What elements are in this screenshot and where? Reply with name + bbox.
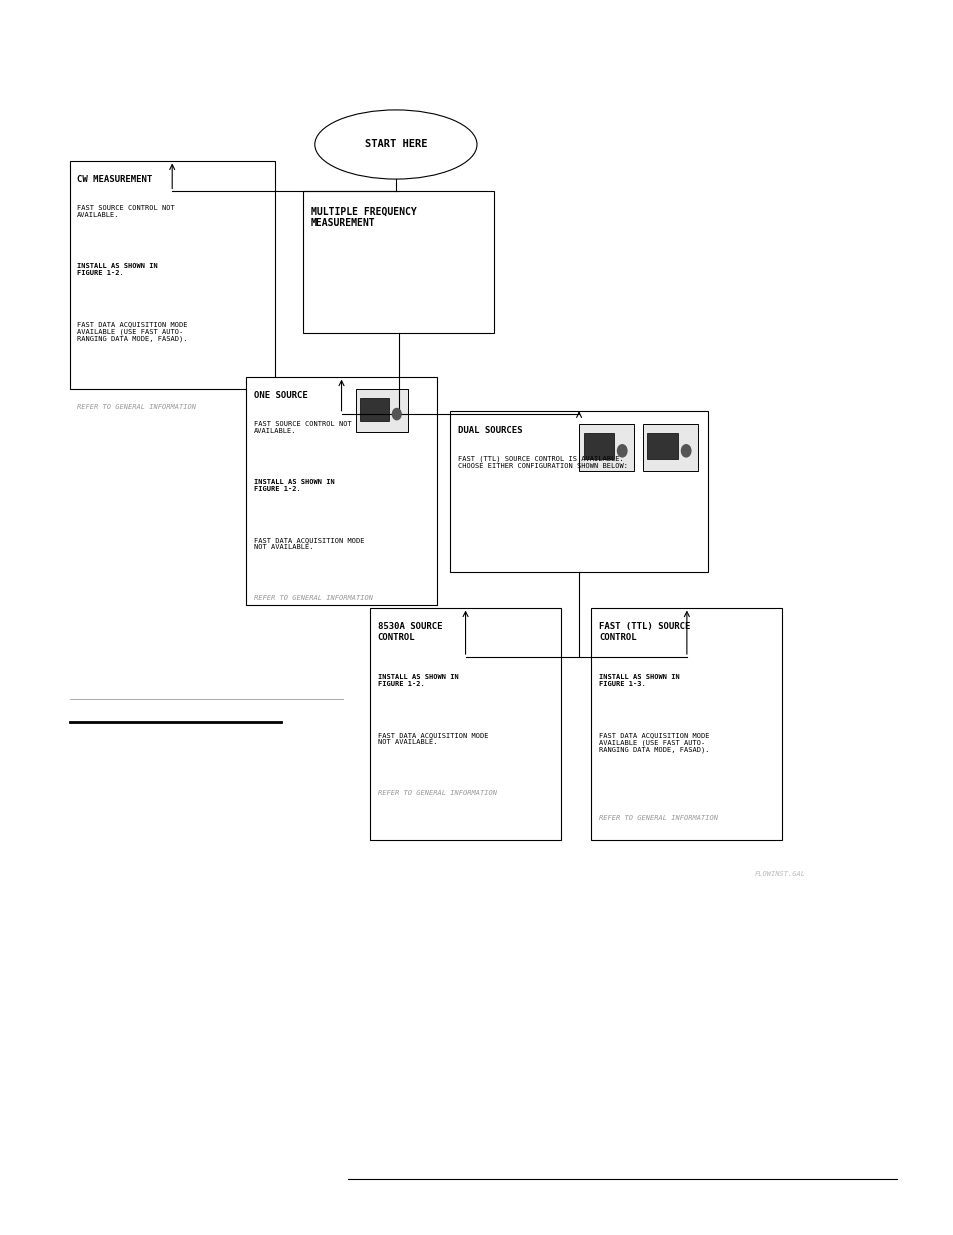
Bar <box>303 191 494 333</box>
Text: REFER TO GENERAL INFORMATION: REFER TO GENERAL INFORMATION <box>598 815 718 821</box>
Text: FAST SOURCE CONTROL NOT
AVAILABLE.: FAST SOURCE CONTROL NOT AVAILABLE. <box>253 421 351 435</box>
Bar <box>359 398 389 421</box>
Text: DUAL SOURCES: DUAL SOURCES <box>457 426 522 435</box>
Text: REFER TO GENERAL INFORMATION: REFER TO GENERAL INFORMATION <box>377 790 497 797</box>
Bar <box>591 608 781 840</box>
Bar <box>370 608 560 840</box>
Bar <box>583 433 614 459</box>
Text: 8530A SOURCE
CONTROL: 8530A SOURCE CONTROL <box>377 622 442 642</box>
Text: MULTIPLE FREQUENCY
MEASUREMENT: MULTIPLE FREQUENCY MEASUREMENT <box>311 206 416 227</box>
Bar <box>246 377 436 605</box>
Text: FAST DATA ACQUISITION MODE
NOT AVAILABLE.: FAST DATA ACQUISITION MODE NOT AVAILABLE… <box>377 732 488 746</box>
Text: INSTALL AS SHOWN IN
FIGURE 1-2.: INSTALL AS SHOWN IN FIGURE 1-2. <box>77 263 158 277</box>
Text: START HERE: START HERE <box>364 140 427 149</box>
Circle shape <box>617 445 626 457</box>
Bar <box>70 161 274 389</box>
Bar <box>642 424 698 471</box>
Text: FAST DATA ACQUISITION MODE
AVAILABLE (USE FAST AUTO-
RANGING DATA MODE, FASAD).: FAST DATA ACQUISITION MODE AVAILABLE (US… <box>598 732 709 753</box>
Text: REFER TO GENERAL INFORMATION: REFER TO GENERAL INFORMATION <box>253 595 373 601</box>
Text: INSTALL AS SHOWN IN
FIGURE 1-3.: INSTALL AS SHOWN IN FIGURE 1-3. <box>598 674 679 688</box>
Bar <box>355 389 408 432</box>
Text: FAST (TTL) SOURCE
CONTROL: FAST (TTL) SOURCE CONTROL <box>598 622 690 642</box>
Text: FAST DATA ACQUISITION MODE
NOT AVAILABLE.: FAST DATA ACQUISITION MODE NOT AVAILABLE… <box>253 537 364 551</box>
Text: FLOWINST.GAL: FLOWINST.GAL <box>755 871 805 877</box>
Text: FAST DATA ACQUISITION MODE
AVAILABLE (USE FAST AUTO-
RANGING DATA MODE, FASAD).: FAST DATA ACQUISITION MODE AVAILABLE (US… <box>77 321 188 342</box>
Bar <box>450 411 707 572</box>
Text: ONE SOURCE: ONE SOURCE <box>253 391 307 400</box>
Text: FAST (TTL) SOURCE CONTROL IS AVAILABLE.
CHOOSE EITHER CONFIGURATION SHOWN BELOW:: FAST (TTL) SOURCE CONTROL IS AVAILABLE. … <box>457 456 627 469</box>
Text: INSTALL AS SHOWN IN
FIGURE 1-2.: INSTALL AS SHOWN IN FIGURE 1-2. <box>253 479 335 493</box>
Circle shape <box>680 445 690 457</box>
Bar <box>578 424 634 471</box>
Circle shape <box>392 409 400 420</box>
Text: FAST SOURCE CONTROL NOT
AVAILABLE.: FAST SOURCE CONTROL NOT AVAILABLE. <box>77 205 174 219</box>
Text: REFER TO GENERAL INFORMATION: REFER TO GENERAL INFORMATION <box>77 404 196 410</box>
Bar <box>647 433 678 459</box>
Text: INSTALL AS SHOWN IN
FIGURE 1-2.: INSTALL AS SHOWN IN FIGURE 1-2. <box>377 674 458 688</box>
Ellipse shape <box>314 110 476 179</box>
Text: CW MEASUREMENT: CW MEASUREMENT <box>77 175 152 184</box>
